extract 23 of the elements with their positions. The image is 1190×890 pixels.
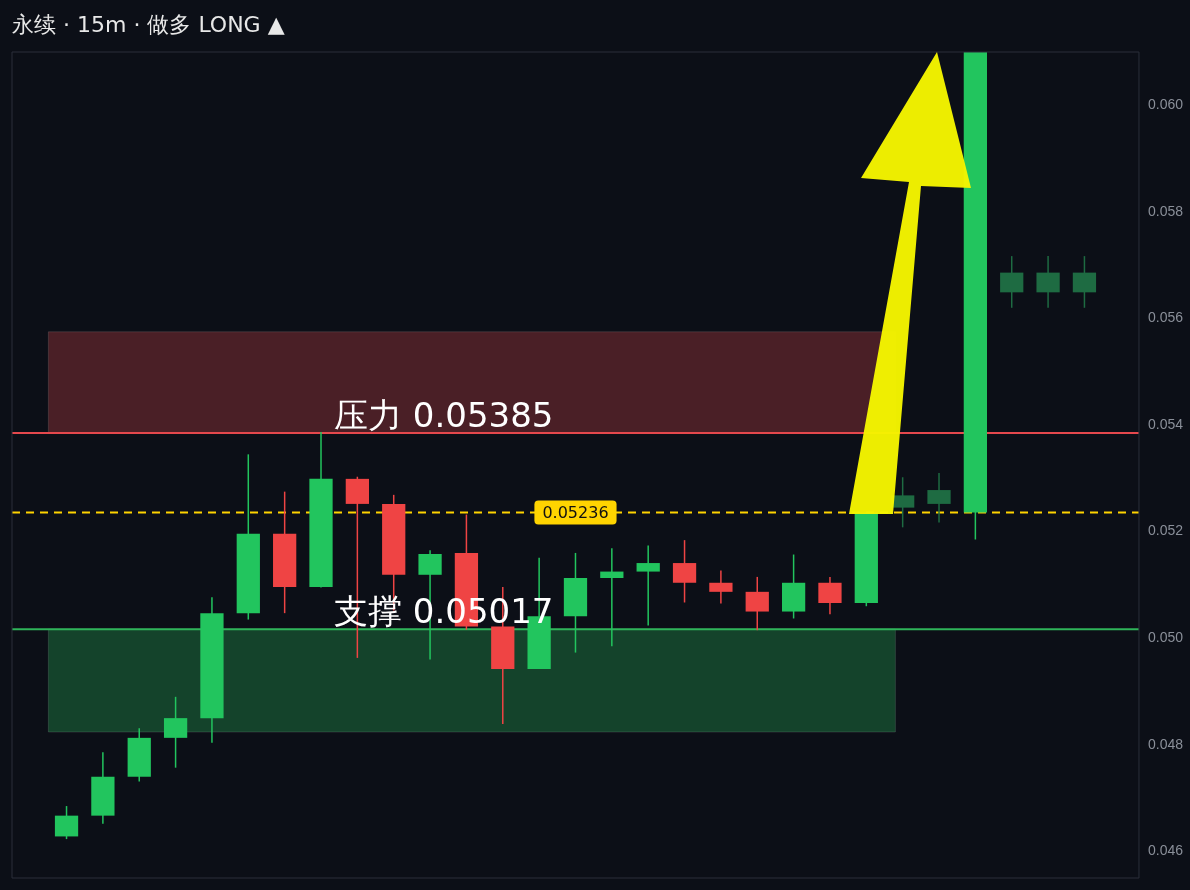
- chart-title: 永续 · 15m · 做多 LONG ▲: [12, 11, 285, 39]
- candlestick: [927, 472, 951, 524]
- candlestick: [1036, 255, 1060, 309]
- candlestick: [163, 696, 188, 769]
- candlestick: [636, 544, 660, 627]
- candlestick: [54, 805, 79, 840]
- y-tick-label: 0.052: [1147, 522, 1184, 539]
- y-tick-label: 0.060: [1147, 96, 1184, 113]
- y-tick-label: 0.056: [1147, 309, 1184, 326]
- candlestick: [709, 569, 733, 605]
- candlestick: [672, 539, 697, 604]
- candlestick: [600, 547, 624, 647]
- candlestick: [745, 576, 769, 631]
- y-tick-label: 0.048: [1147, 735, 1184, 752]
- ref-line-label: 压力 0.05385: [334, 395, 554, 436]
- y-tick-label: 0.058: [1147, 202, 1184, 219]
- candlestick: [818, 576, 842, 615]
- y-tick-label: 0.046: [1147, 842, 1184, 859]
- y-tick-label: 0.054: [1147, 415, 1184, 432]
- y-tick-label: 0.050: [1147, 629, 1184, 646]
- candlestick: [1000, 255, 1024, 309]
- ref-line-label: 0.05236: [542, 502, 609, 522]
- candlestick: [1072, 255, 1097, 309]
